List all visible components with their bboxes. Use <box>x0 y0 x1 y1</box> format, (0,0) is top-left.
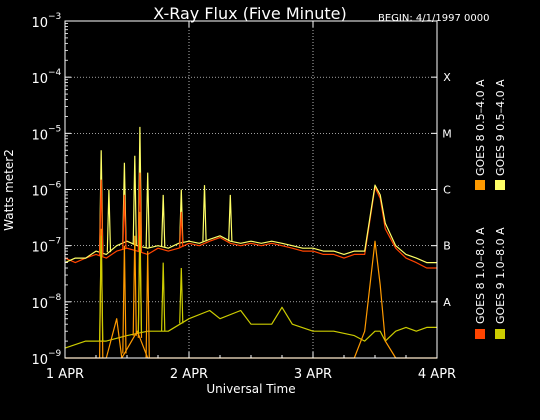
y-tick-exponent: −8 <box>48 293 62 303</box>
flare-class-c: C <box>443 184 451 197</box>
axes: 1 APR 2 APR 3 APR 4 APR10−910−810−710−610−5… <box>31 12 456 382</box>
y-tick-label: 10 <box>31 297 48 312</box>
spike-layer <box>99 126 233 359</box>
legend: GOES 8 0.5–4.0 A GOES 9 0.5–4.0 A GOES 8 1… <box>474 79 507 339</box>
series-layer <box>64 184 437 359</box>
chart-title: X-Ray Flux (Five Minute) <box>153 4 346 23</box>
legend-label: GOES 8 1.0–8.0 A <box>474 227 487 324</box>
spike-mark <box>161 194 166 248</box>
spike-mark <box>145 172 150 249</box>
flare-class-x: X <box>443 71 451 84</box>
legend-swatch <box>475 329 485 339</box>
y-tick-label: 10 <box>31 16 48 31</box>
series-line-0 <box>64 186 437 269</box>
y-tick-exponent: −5 <box>48 124 61 134</box>
spike-mark <box>137 172 143 252</box>
legend-label: GOES 9 1.0–8.0 A <box>494 227 507 324</box>
y-tick-label: 10 <box>31 72 48 87</box>
spike-mark <box>161 262 166 332</box>
legend-swatch <box>495 329 505 339</box>
y-tick-label: 10 <box>31 128 48 143</box>
y-tick-exponent: −3 <box>48 12 61 22</box>
spike-mark <box>179 211 184 248</box>
spike-mark <box>228 194 233 242</box>
begin-label: BEGIN: 4/1/1997 0000 <box>378 13 489 24</box>
spike-mark <box>122 194 127 250</box>
spike-mark <box>132 235 137 336</box>
legend-label: GOES 8 0.5–4.0 A <box>474 79 487 176</box>
flare-class-b: B <box>443 240 451 253</box>
spike-mark <box>202 185 207 242</box>
spike-mark <box>99 235 104 342</box>
x-axis-label: Universal Time <box>206 382 295 396</box>
flare-class-m: M <box>442 127 452 140</box>
x-tick-label: 3 APR <box>294 367 332 382</box>
legend-swatch <box>475 180 485 190</box>
flare-class-labels: A B C M X <box>442 71 452 309</box>
y-tick-exponent: −9 <box>48 349 62 359</box>
flare-class-a: A <box>443 296 451 309</box>
spike-mark <box>137 235 143 333</box>
legend-label: GOES 9 0.5–4.0 A <box>494 79 507 176</box>
y-tick-label: 10 <box>31 353 48 368</box>
spike-mark <box>179 267 184 324</box>
y-tick-exponent: −6 <box>48 181 62 191</box>
y-tick-exponent: −4 <box>48 68 62 78</box>
series-line-1 <box>65 240 437 359</box>
spike-mark <box>145 251 150 359</box>
y-tick-exponent: −7 <box>48 237 61 247</box>
series-line-3 <box>64 306 437 349</box>
spike-mark <box>99 179 104 257</box>
legend-swatch <box>495 180 505 190</box>
y-tick-label: 10 <box>31 241 48 256</box>
spike-mark <box>132 155 137 245</box>
spike-mark <box>122 245 127 354</box>
x-tick-label: 1 APR <box>46 367 84 382</box>
y-axis-label: Watts meter2 <box>2 149 16 231</box>
x-tick-label: 2 APR <box>170 367 208 382</box>
series-line-2 <box>64 184 437 264</box>
grid <box>65 21 437 358</box>
y-tick-label: 10 <box>31 185 48 200</box>
x-tick-label: 4 APR <box>418 367 456 382</box>
spike-mark <box>106 189 112 253</box>
